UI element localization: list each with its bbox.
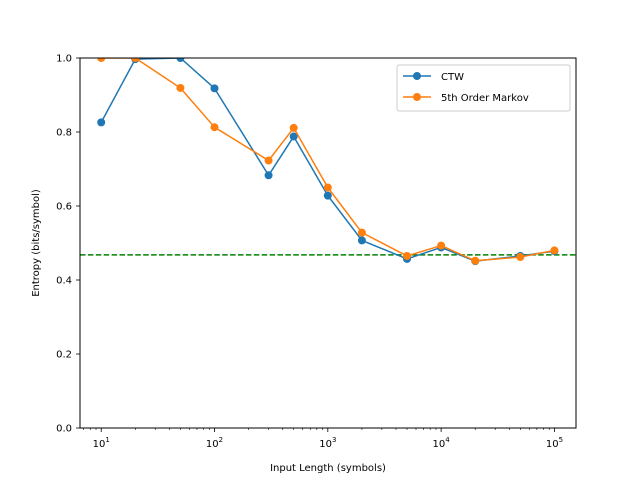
x-tick-label-4: 105 xyxy=(546,436,563,450)
y-tick-label-3: 0.6 xyxy=(56,202,72,213)
data-point-1-4 xyxy=(264,156,273,165)
x-tick-label-0: 101 xyxy=(93,436,110,450)
x-tick-label-2: 103 xyxy=(319,436,336,450)
x-axis: 101 102 103 104 105 xyxy=(83,428,563,450)
y-tick-label-1: 0.2 xyxy=(56,350,72,361)
series-layer xyxy=(97,58,559,266)
y-tick-label-4: 0.8 xyxy=(56,128,72,139)
data-point-1-1 xyxy=(131,58,140,62)
data-point-1-5 xyxy=(289,123,298,132)
y-axis: 0.0 0.2 0.4 0.6 0.8 1.0 xyxy=(56,54,80,435)
data-point-0-4 xyxy=(264,171,273,180)
legend: CTW 5th Order Markov xyxy=(396,64,571,112)
data-point-1-3 xyxy=(210,123,219,132)
y-tick-label-2: 0.4 xyxy=(56,276,72,287)
x-axis-label: Input Length (symbols) xyxy=(270,463,386,474)
data-point-0-3 xyxy=(210,84,219,93)
plot-frame xyxy=(79,57,577,429)
y-axis-label: Entropy (bits/symbol) xyxy=(31,189,42,297)
data-point-1-2 xyxy=(176,83,185,92)
data-point-1-8 xyxy=(403,251,412,260)
data-point-0-5 xyxy=(289,132,298,141)
data-point-0-6 xyxy=(323,191,332,200)
data-point-1-6 xyxy=(323,183,332,192)
legend-label-0: CTW xyxy=(441,72,464,83)
data-point-1-10 xyxy=(471,256,480,265)
data-point-1-12 xyxy=(550,246,559,255)
y-tick-label-5: 1.0 xyxy=(56,54,72,65)
data-point-1-11 xyxy=(516,253,525,262)
legend-marker-0 xyxy=(413,72,421,80)
legend-marker-1 xyxy=(413,93,421,101)
legend-box xyxy=(396,64,571,112)
data-point-1-9 xyxy=(437,241,446,250)
data-point-1-0 xyxy=(97,58,106,62)
legend-label-1: 5th Order Markov xyxy=(441,93,529,104)
x-tick-label-1: 102 xyxy=(206,436,223,450)
x-tick-label-3: 104 xyxy=(433,436,451,450)
data-point-1-7 xyxy=(357,228,366,237)
data-point-0-7 xyxy=(357,236,366,245)
y-tick-label-0: 0.0 xyxy=(56,424,72,435)
data-point-0-2 xyxy=(176,58,185,62)
data-point-0-0 xyxy=(97,118,106,127)
